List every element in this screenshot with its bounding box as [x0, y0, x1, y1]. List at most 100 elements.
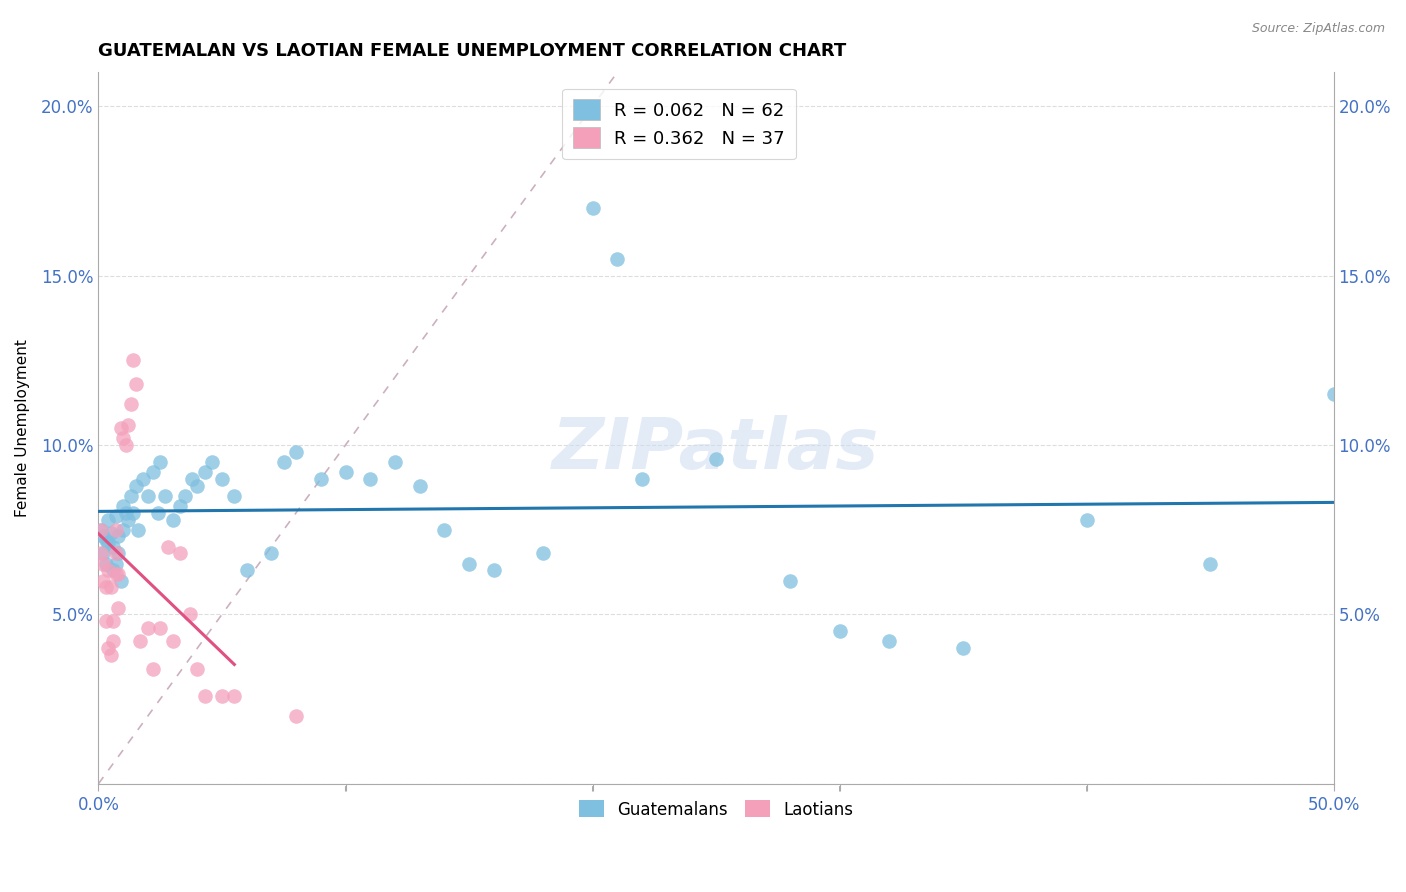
Point	[107, 566, 129, 581]
Point	[201, 455, 224, 469]
Point	[104, 557, 127, 571]
Point	[149, 455, 172, 469]
Point	[90, 546, 112, 560]
Point	[162, 512, 184, 526]
Point	[97, 563, 120, 577]
Point	[211, 689, 233, 703]
Point	[1323, 387, 1346, 401]
Point	[129, 634, 152, 648]
Text: Source: ZipAtlas.com: Source: ZipAtlas.com	[1251, 22, 1385, 36]
Point	[828, 624, 851, 639]
Point	[114, 506, 136, 520]
Point	[149, 621, 172, 635]
Point	[124, 377, 146, 392]
Point	[162, 634, 184, 648]
Point	[531, 546, 554, 560]
Point	[384, 455, 406, 469]
Point	[136, 621, 159, 635]
Point	[104, 509, 127, 524]
Point	[112, 431, 135, 445]
Point	[112, 523, 135, 537]
Point	[194, 689, 217, 703]
Point	[100, 580, 122, 594]
Point	[877, 634, 900, 648]
Point	[104, 523, 127, 537]
Point	[1199, 557, 1222, 571]
Point	[94, 533, 117, 547]
Point	[94, 614, 117, 628]
Point	[112, 499, 135, 513]
Point	[107, 600, 129, 615]
Point	[136, 489, 159, 503]
Point	[97, 512, 120, 526]
Point	[146, 506, 169, 520]
Point	[142, 662, 165, 676]
Point	[704, 451, 727, 466]
Point	[631, 472, 654, 486]
Point	[224, 489, 246, 503]
Point	[779, 574, 801, 588]
Point	[952, 641, 974, 656]
Point	[103, 634, 125, 648]
Point	[114, 438, 136, 452]
Point	[107, 529, 129, 543]
Point	[94, 557, 117, 571]
Point	[169, 546, 191, 560]
Point	[273, 455, 295, 469]
Point	[97, 641, 120, 656]
Point	[606, 252, 628, 266]
Point	[117, 512, 139, 526]
Point	[335, 465, 357, 479]
Point	[181, 472, 204, 486]
Point	[186, 662, 208, 676]
Point	[103, 540, 125, 554]
Text: GUATEMALAN VS LAOTIAN FEMALE UNEMPLOYMENT CORRELATION CHART: GUATEMALAN VS LAOTIAN FEMALE UNEMPLOYMEN…	[98, 42, 846, 60]
Point	[104, 566, 127, 581]
Point	[235, 563, 257, 577]
Point	[117, 417, 139, 432]
Point	[103, 614, 125, 628]
Point	[94, 580, 117, 594]
Point	[186, 478, 208, 492]
Point	[100, 526, 122, 541]
Point	[211, 472, 233, 486]
Point	[309, 472, 332, 486]
Point	[156, 540, 179, 554]
Point	[142, 465, 165, 479]
Point	[408, 478, 430, 492]
Point	[132, 472, 155, 486]
Point	[107, 546, 129, 560]
Point	[458, 557, 481, 571]
Legend: Guatemalans, Laotians: Guatemalans, Laotians	[572, 794, 859, 825]
Point	[260, 546, 283, 560]
Point	[581, 201, 603, 215]
Point	[194, 465, 217, 479]
Point	[285, 709, 308, 723]
Point	[179, 607, 201, 622]
Point	[97, 536, 120, 550]
Point	[285, 444, 308, 458]
Point	[110, 421, 132, 435]
Point	[93, 546, 115, 560]
Point	[1076, 512, 1098, 526]
Point	[110, 574, 132, 588]
Point	[120, 489, 142, 503]
Point	[100, 648, 122, 662]
Point	[122, 353, 145, 368]
Point	[174, 489, 197, 503]
Point	[120, 397, 142, 411]
Point	[122, 506, 145, 520]
Point	[93, 529, 115, 543]
Point	[103, 563, 125, 577]
Point	[127, 523, 149, 537]
Point	[90, 523, 112, 537]
Point	[104, 546, 127, 560]
Point	[224, 689, 246, 703]
Point	[90, 523, 112, 537]
Point	[482, 563, 505, 577]
Point	[153, 489, 176, 503]
Text: ZIPatlas: ZIPatlas	[553, 415, 880, 484]
Point	[93, 557, 115, 571]
Point	[124, 478, 146, 492]
Point	[93, 574, 115, 588]
